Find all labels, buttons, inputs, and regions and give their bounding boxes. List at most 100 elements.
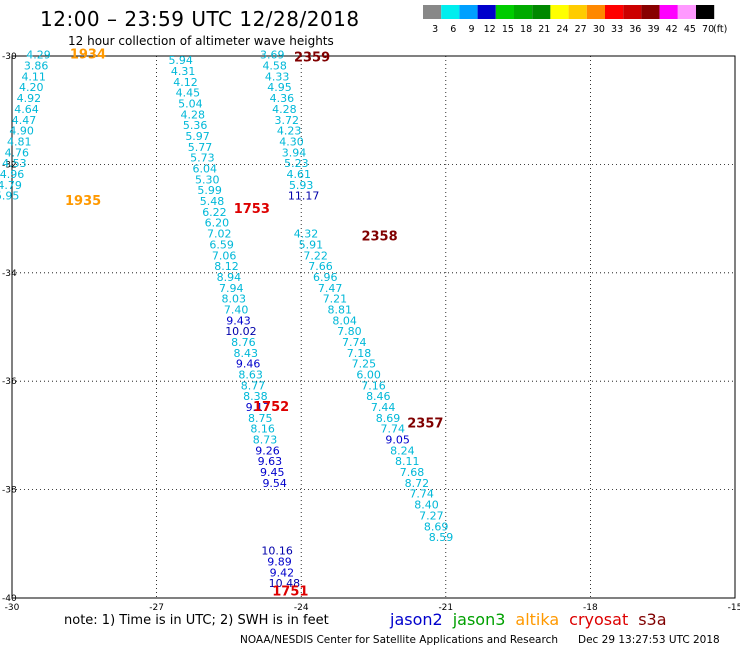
swh-value: 6.59 (209, 238, 234, 251)
colorbar-swatch (441, 5, 460, 19)
x-tick-label: -30 (5, 603, 20, 613)
colorbar-swatch (477, 5, 496, 19)
swh-value: 4.81 (7, 135, 32, 148)
colorbar-label: 9 (468, 24, 474, 35)
swh-value: 8.24 (390, 444, 415, 457)
swh-value: 4.76 (5, 146, 30, 159)
swh-value: 8.03 (221, 293, 246, 306)
swh-value: 5.23 (284, 157, 309, 170)
swh-value: 4.64 (14, 103, 39, 116)
swh-value: 5.94 (168, 54, 193, 67)
swh-value: 7.02 (207, 228, 232, 241)
swh-value: 9.89 (267, 555, 292, 568)
colorbar-label: 30 (593, 24, 605, 35)
swh-value: 8.77 (241, 379, 266, 392)
swh-value: 4.30 (279, 135, 304, 148)
swh-value: 8.46 (366, 390, 391, 403)
colorbar-label: 18 (520, 24, 532, 35)
swh-value: 4.79 (0, 179, 22, 192)
swh-value: 8.69 (424, 520, 449, 533)
swh-value: 7.22 (303, 249, 328, 262)
swh-value: 7.27 (419, 509, 444, 522)
colorbar-swatch (568, 5, 587, 19)
swh-value: 7.25 (352, 358, 377, 371)
swh-value: 7.74 (381, 423, 406, 436)
swh-value: 4.96 (0, 168, 24, 181)
satellite-legend-cryosat: cryosat (569, 610, 629, 629)
swh-value: 9.54 (262, 477, 287, 490)
swh-value: 7.68 (400, 466, 425, 479)
color-legend: 3 6 9 12 15 18 21 24 27 30 33 36 39 42 45 70(ft) (423, 5, 727, 35)
y-tick-label: -40 (2, 594, 17, 604)
swh-value: 6.00 (356, 368, 381, 381)
pass-time-label: 1935 (65, 194, 101, 209)
generated-timestamp: Dec 29 13:27:53 UTC 2018 (578, 634, 720, 646)
pass-time-label: 2357 (407, 416, 443, 431)
credit-line: NOAA/NESDIS Center for Satellite Applica… (240, 634, 558, 646)
colorbar-swatch (514, 5, 533, 19)
satellite-legend-jason3: jason3 (452, 610, 506, 629)
colorbar-label: 45 (684, 24, 696, 35)
swh-value: 4.23 (277, 125, 302, 138)
swh-value: 9.42 (270, 566, 295, 579)
x-tick-label: -18 (583, 603, 598, 613)
colorbar-label: 21 (538, 24, 550, 35)
swh-value: 4.28 (181, 108, 206, 121)
swh-value: 8.63 (238, 368, 263, 381)
swh-value: 9.45 (260, 466, 285, 479)
colorbar-swatch (659, 5, 678, 19)
chart-subtitle: 12 hour collection of altimeter wave hei… (68, 34, 334, 48)
swh-value: 8.73 (253, 434, 278, 447)
swh-value: 4.45 (176, 87, 201, 100)
swh-value: 4.28 (272, 103, 297, 116)
colorbar-swatch (550, 5, 569, 19)
colorbar-label: 70 (702, 24, 714, 35)
swh-value: 5.36 (183, 119, 208, 132)
swh-value: 8.16 (250, 423, 275, 436)
chart-title: 12:00 – 23:59 UTC 12/28/2018 (40, 7, 360, 31)
swh-value: 7.40 (224, 303, 249, 316)
colorbar-swatch (641, 5, 660, 19)
colorbar-swatch (677, 5, 696, 19)
y-tick-label: -32 (2, 160, 17, 170)
swh-value: 5.93 (289, 179, 314, 192)
swh-value: 7.74 (342, 336, 367, 349)
colorbar-swatch (696, 5, 715, 19)
swh-value: 4.12 (173, 76, 198, 89)
x-tick-label: -15 (728, 603, 740, 613)
swh-value: 8.40 (414, 499, 439, 512)
swh-value: 4.95 (267, 81, 292, 94)
swh-value: 7.66 (308, 260, 333, 273)
swh-value: 4.36 (270, 92, 295, 105)
colorbar-label: 12 (484, 24, 496, 35)
swh-value: 9.46 (236, 358, 261, 371)
swh-value: 4.47 (12, 114, 37, 127)
swh-value: 6.96 (313, 271, 338, 284)
pass-time-label: 1751 (272, 584, 308, 599)
swh-value: 9.63 (258, 455, 283, 468)
swh-value: 8.04 (332, 314, 357, 327)
colorbar-label: 3 (432, 24, 438, 35)
swh-value: 6.20 (205, 217, 230, 230)
colorbar-label: 33 (611, 24, 623, 35)
swh-value: 8.94 (217, 271, 242, 284)
pass-time-label: 2358 (361, 229, 397, 244)
swh-value: 5.97 (185, 130, 210, 143)
swh-value: 4.61 (287, 168, 312, 181)
swh-value: 7.44 (371, 401, 396, 414)
swh-value: 3.69 (260, 49, 285, 62)
swh-value: 9.17 (246, 401, 271, 414)
swh-value: 3.94 (282, 146, 307, 159)
swh-value: 5.73 (190, 152, 215, 165)
swh-value: 7.80 (337, 325, 362, 338)
swh-value: 5.77 (188, 141, 213, 154)
swh-value: 4.90 (9, 125, 34, 138)
colorbar-label: 36 (629, 24, 641, 35)
swh-value: 8.43 (234, 347, 259, 360)
satellite-legend-jason2: jason2 (390, 610, 443, 629)
swh-value: 10.48 (269, 577, 301, 590)
colorbar-label: 42 (666, 24, 678, 35)
colorbar-swatch (495, 5, 514, 19)
swh-value: 7.18 (347, 347, 372, 360)
swh-value: 8.72 (405, 477, 430, 490)
